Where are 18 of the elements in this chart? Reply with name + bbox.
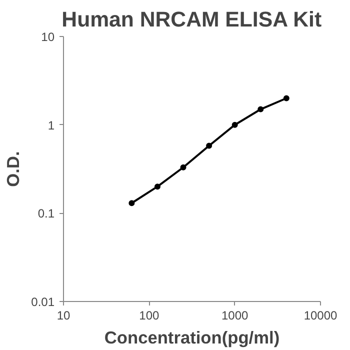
x-axis-title: Concentration(pg/ml) (104, 328, 280, 348)
point (232, 122, 238, 128)
x-tick-label: 1000 (221, 308, 249, 322)
point (128, 200, 135, 206)
point (154, 184, 160, 190)
y-tick-label: 1 (48, 118, 55, 132)
point (258, 106, 264, 112)
x-tick-label: 10 (56, 308, 70, 322)
point (206, 142, 212, 149)
y-axis-title: O.D. (3, 151, 24, 187)
chart-title: Human NRCAM ELISA Kit (62, 8, 322, 32)
x-tick-label: 10000 (304, 308, 338, 322)
y-tick-label: 10 (41, 30, 55, 44)
y-tick-label: 0.01 (31, 295, 55, 309)
point (283, 95, 290, 102)
y-tick-label: 0.1 (38, 206, 55, 221)
x-tick-label: 100 (139, 308, 160, 322)
point (180, 164, 186, 170)
